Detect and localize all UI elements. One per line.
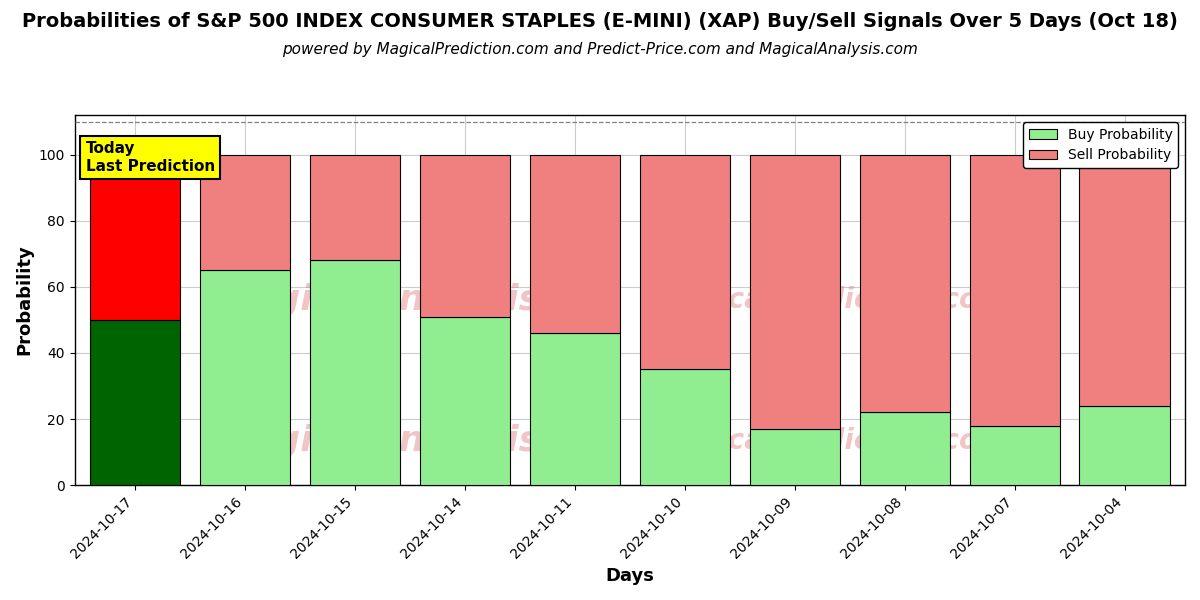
Bar	[859, 412, 949, 485]
Legend: Buy Probability, Sell Probability: Buy Probability, Sell Probability	[1024, 122, 1178, 168]
Bar	[200, 155, 290, 271]
Bar	[1080, 155, 1170, 406]
Bar	[750, 155, 840, 429]
Bar	[1080, 406, 1170, 485]
Bar	[859, 155, 949, 412]
Text: Today
Last Prediction: Today Last Prediction	[85, 142, 215, 174]
Bar	[529, 333, 620, 485]
Bar	[420, 155, 510, 317]
Bar	[200, 271, 290, 485]
Bar	[970, 425, 1060, 485]
Text: MagicalPrediction.com: MagicalPrediction.com	[652, 286, 1007, 314]
Bar	[970, 155, 1060, 425]
Bar	[750, 429, 840, 485]
Text: MagicalPrediction.com: MagicalPrediction.com	[652, 427, 1007, 455]
Bar	[529, 155, 620, 333]
Bar	[310, 155, 400, 260]
Bar	[420, 317, 510, 485]
Text: Probabilities of S&P 500 INDEX CONSUMER STAPLES (E-MINI) (XAP) Buy/Sell Signals : Probabilities of S&P 500 INDEX CONSUMER …	[22, 12, 1178, 31]
Y-axis label: Probability: Probability	[16, 245, 34, 355]
Text: MagicalAnalysis.co: MagicalAnalysis.co	[215, 424, 601, 458]
Bar	[90, 320, 180, 485]
Text: MagicalAnalysis.co: MagicalAnalysis.co	[215, 283, 601, 317]
Text: powered by MagicalPrediction.com and Predict-Price.com and MagicalAnalysis.com: powered by MagicalPrediction.com and Pre…	[282, 42, 918, 57]
Bar	[90, 155, 180, 320]
Bar	[640, 155, 730, 370]
X-axis label: Days: Days	[605, 567, 654, 585]
Bar	[310, 260, 400, 485]
Bar	[640, 370, 730, 485]
